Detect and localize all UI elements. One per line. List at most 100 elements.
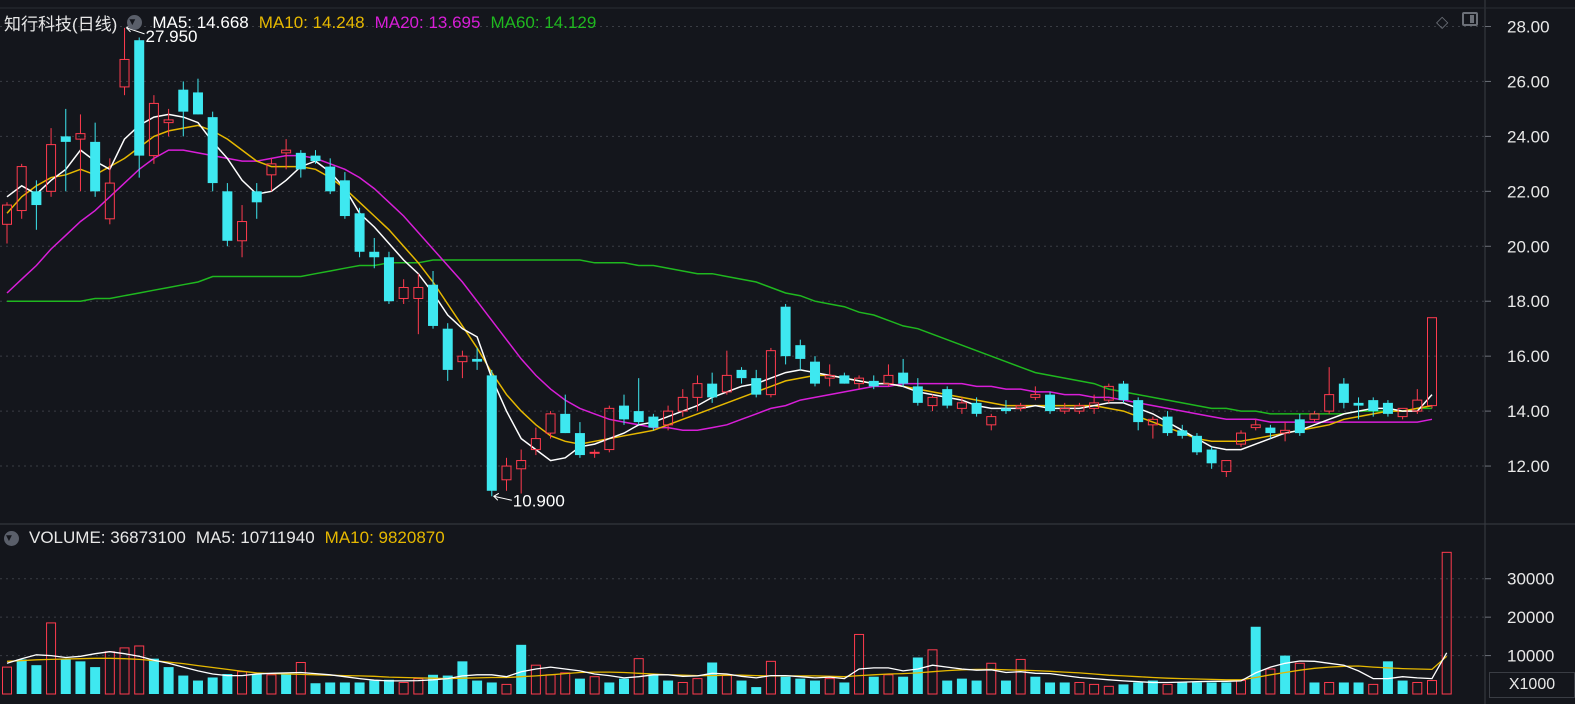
- volume-bar: [912, 657, 923, 694]
- volume-bar: [90, 667, 101, 694]
- candle-body: [721, 374, 732, 393]
- candle: [795, 339, 806, 370]
- volume-bar: [325, 682, 336, 694]
- volume-bar: [354, 682, 365, 694]
- volume-bar: [971, 680, 982, 694]
- volume-bar: [1118, 684, 1129, 694]
- volume-bar: [1103, 685, 1114, 695]
- volume-bar: [501, 683, 512, 695]
- low-annotation-arrow: [493, 495, 512, 501]
- volume-bar: [251, 674, 262, 694]
- candle: [912, 378, 923, 406]
- price-tick-label: 14.00: [1507, 402, 1550, 421]
- candle-body: [1147, 418, 1158, 426]
- candle: [90, 122, 101, 197]
- volume-bar: [604, 682, 615, 694]
- volume-bar: [1280, 655, 1291, 694]
- candle: [1000, 400, 1011, 414]
- candle: [677, 389, 688, 417]
- candle: [2, 202, 12, 244]
- panel-icon[interactable]: [1462, 12, 1478, 26]
- candle: [1074, 402, 1085, 414]
- candle-body: [1118, 383, 1129, 401]
- volume-bar: [428, 674, 439, 694]
- candle: [1236, 430, 1247, 447]
- candle-body: [442, 328, 453, 370]
- price-tick-label: 16.00: [1507, 347, 1550, 366]
- candle: [104, 158, 115, 225]
- candle: [1294, 413, 1305, 436]
- candle-body: [677, 396, 688, 412]
- volume-bar: [1074, 681, 1085, 695]
- candle-body: [574, 433, 585, 456]
- volume-bar: [692, 678, 703, 695]
- candle-body: [369, 251, 380, 258]
- candle: [1280, 422, 1291, 442]
- candle: [1030, 386, 1041, 401]
- candle-body: [457, 355, 468, 363]
- ma20-line: [6, 149, 1433, 432]
- volume-bar: [1030, 676, 1041, 694]
- candle: [192, 78, 203, 115]
- candle: [16, 163, 27, 219]
- candle: [1206, 446, 1217, 469]
- volume-bar: [148, 658, 159, 694]
- candle-body: [339, 180, 350, 217]
- volume-unit-badge: X1000: [1489, 672, 1575, 698]
- candle: [942, 386, 953, 409]
- annotations: 27.950 10.900: [125, 24, 565, 510]
- volume-bar: [1382, 661, 1393, 694]
- candle-body: [898, 372, 909, 384]
- candle: [222, 183, 233, 247]
- candle-body: [1324, 394, 1335, 412]
- candle: [207, 111, 218, 192]
- volume-tick-label: 10000: [1507, 647, 1554, 666]
- ma10-readout: MA10: 14.248: [258, 12, 365, 32]
- collapse-circle-icon[interactable]: ▼: [127, 15, 143, 30]
- vol-ma5-readout: MA5: 10711940: [195, 528, 315, 547]
- candle-body: [1191, 435, 1202, 453]
- volume-bar: [707, 662, 718, 694]
- candle-body: [119, 58, 130, 88]
- candle-body: [1250, 424, 1261, 429]
- candle-body: [942, 389, 953, 406]
- candle-body: [472, 358, 483, 362]
- candle-body: [148, 102, 159, 157]
- volume-bar: [46, 622, 57, 695]
- volume-ma-lines: [6, 651, 1448, 684]
- candle: [369, 238, 380, 269]
- candle: [1368, 397, 1379, 417]
- low-annotation-label: 10.900: [513, 491, 565, 510]
- candle-body: [648, 416, 659, 428]
- candle-body: [530, 438, 541, 451]
- volume-bar: [839, 682, 850, 694]
- candle: [809, 356, 820, 387]
- volume-tick-label: 30000: [1507, 570, 1554, 589]
- volume-bar: [16, 659, 27, 694]
- candle-body: [251, 191, 262, 203]
- ma10-line: [6, 124, 1433, 445]
- price-tick-label: 18.00: [1507, 292, 1550, 311]
- candle: [1353, 397, 1364, 420]
- candles: [2, 27, 1437, 497]
- candle: [545, 411, 556, 439]
- candle-body: [207, 117, 218, 184]
- collapse-circle-icon[interactable]: ▼: [4, 530, 19, 546]
- candle-body: [545, 413, 556, 434]
- volume-bar: [1089, 683, 1100, 695]
- volume-bar: [648, 674, 659, 694]
- diamond-icon[interactable]: ◇: [1436, 14, 1449, 31]
- candle: [1015, 402, 1026, 412]
- candle-body: [560, 413, 571, 434]
- candle: [560, 394, 571, 434]
- candle: [442, 323, 453, 381]
- candle-body: [163, 119, 174, 124]
- volume-bar: [736, 680, 747, 694]
- candle: [883, 364, 894, 387]
- candle: [780, 303, 791, 365]
- volume-bar: [809, 680, 820, 694]
- volume-bar: [398, 681, 409, 695]
- volume-bar: [369, 680, 380, 694]
- volume-bar: [677, 681, 688, 695]
- candle-body: [912, 386, 923, 403]
